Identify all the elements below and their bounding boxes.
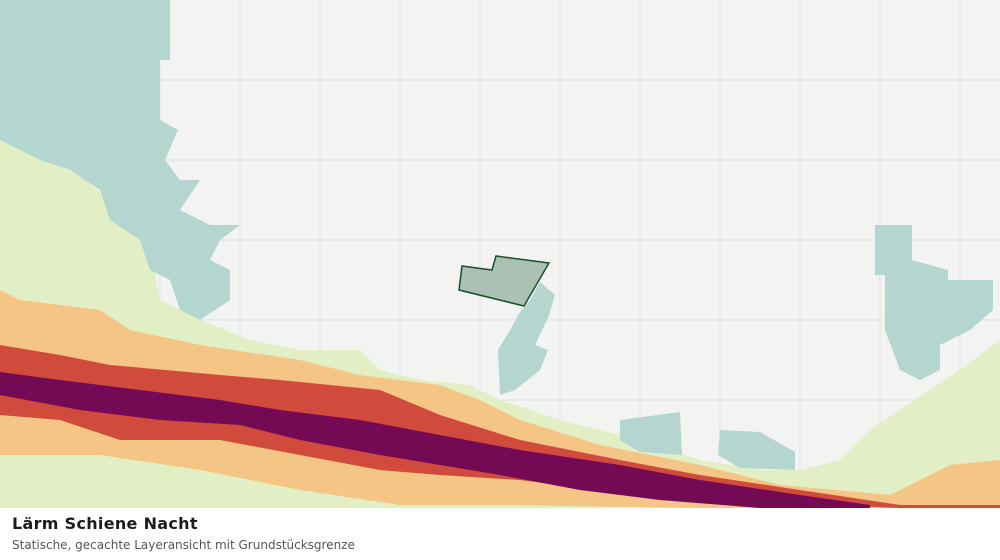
noise-zone-quiet-lower: [620, 412, 682, 455]
noise-zone-quiet-lower-2: [718, 430, 795, 470]
noise-zone-very-high: [0, 372, 870, 508]
noise-zone-high: [0, 345, 1000, 508]
noise-zone-quiet-right: [875, 225, 993, 380]
layer-title: Lärm Schiene Nacht: [12, 514, 198, 533]
noise-zone-quiet-left: [0, 0, 240, 320]
legend-footer: Lärm Schiene Nacht Statische, gecachte L…: [0, 508, 1000, 560]
parcel-boundary[interactable]: [458, 255, 551, 307]
noise-zone-quiet-mid: [498, 282, 555, 395]
layer-subtitle: Statische, gecachte Layeransicht mit Gru…: [12, 538, 355, 552]
noise-zone-medium: [0, 290, 1000, 508]
